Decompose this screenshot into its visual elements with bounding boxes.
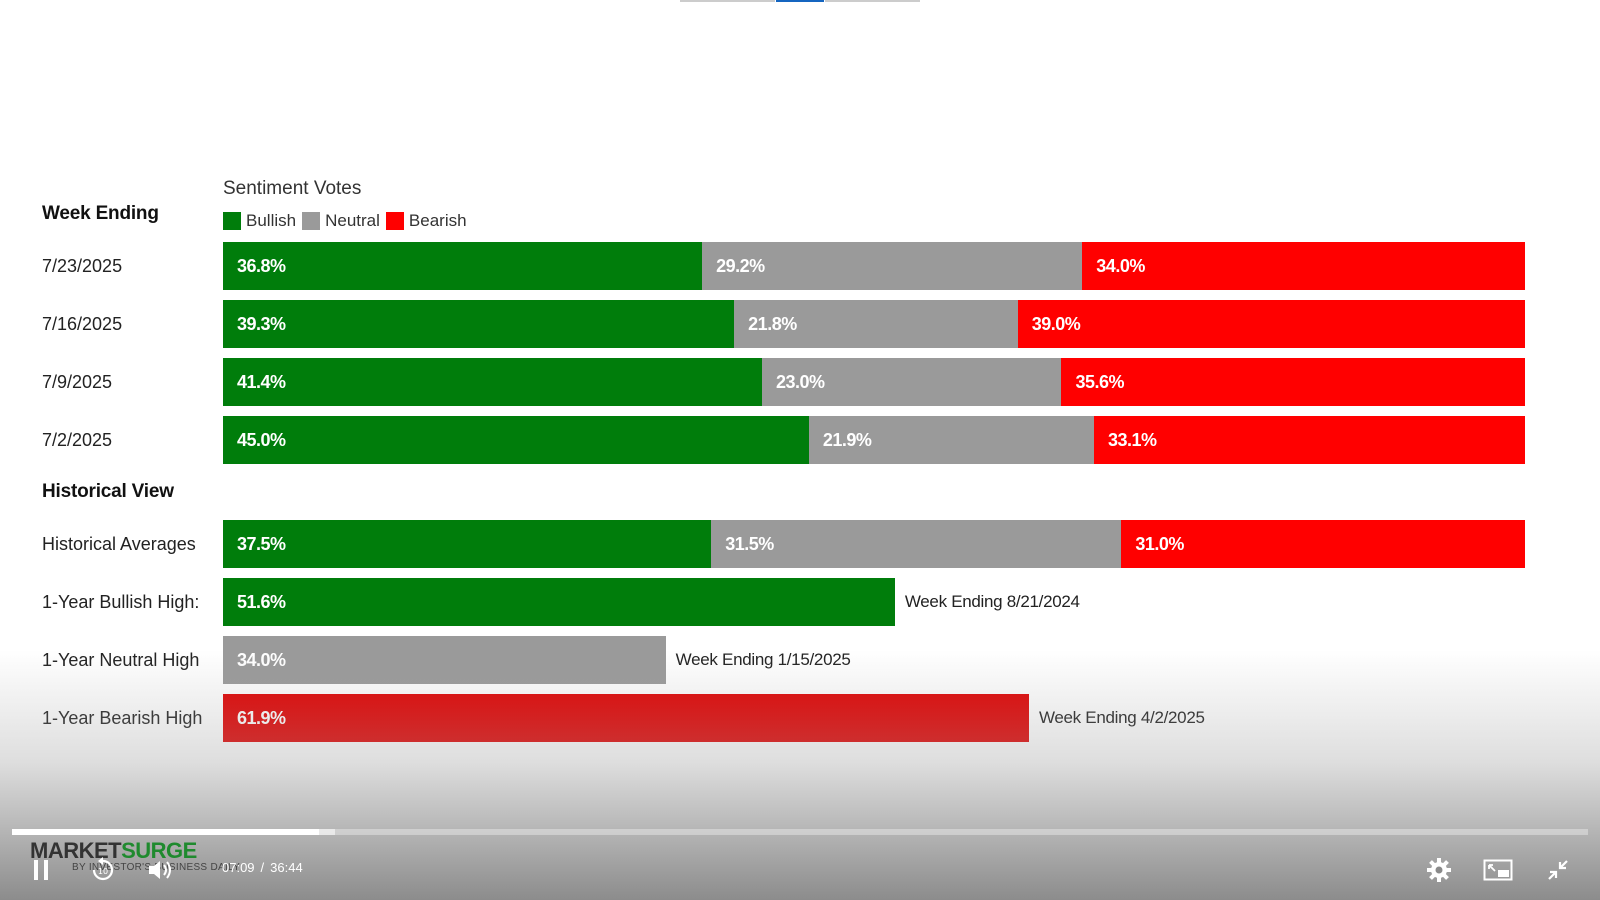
week-row-1-bullish-segment: 36.8% — [223, 242, 703, 290]
week-row-1-neutral-segment: 29.2% — [702, 242, 1083, 290]
legend-label-bullish: Bullish — [246, 211, 297, 230]
historical-averages-bullish-segment: 37.5% — [223, 520, 712, 568]
legend-item-bearish: Bearish — [385, 211, 467, 231]
one-year-neutral-high-label: 1-Year Neutral High — [42, 650, 200, 670]
week-row-2-neutral-value: 21.8% — [748, 314, 797, 334]
week-row-1-bearish-segment: 34.0% — [1082, 242, 1525, 290]
week-row-3-neutral-segment: 23.0% — [762, 358, 1062, 406]
progress-bar[interactable] — [12, 829, 1588, 835]
week-row-2-bar: 39.3% 21.8% 39.0% — [223, 300, 1525, 348]
one-year-neutral-high-bar: 34.0% — [223, 636, 666, 684]
historical-averages-bullish-value: 37.5% — [237, 534, 286, 554]
week-row-3-bullish-segment: 41.4% — [223, 358, 763, 406]
progress-played — [12, 829, 320, 835]
historical-averages-bearish-segment: 31.0% — [1121, 520, 1525, 568]
picture-in-picture-icon — [1483, 859, 1513, 881]
one-year-neutral-high-value: 34.0% — [237, 650, 286, 670]
volume-icon — [149, 861, 171, 879]
week-row-3-bullish-value: 41.4% — [237, 372, 286, 392]
week-row-2-bullish-value: 39.3% — [237, 314, 286, 334]
week-row-2-neutral-segment: 21.8% — [734, 300, 1018, 348]
legend-label-neutral: Neutral — [325, 211, 380, 230]
marketsurge-logo: MARKETSURGE BY INVESTOR'S BUSINESS DAILY — [30, 838, 240, 873]
week-row-4-bearish-value: 33.1% — [1108, 430, 1157, 450]
week-row-4-bar: 45.0% 21.9% 33.1% — [223, 416, 1525, 464]
historical-averages-label: Historical Averages — [42, 534, 196, 554]
week-row-2-bearish-segment: 39.0% — [1017, 300, 1525, 348]
week-ending-heading: Week Ending — [42, 203, 159, 224]
picture-in-picture-button[interactable] — [1482, 856, 1514, 884]
settings-button[interactable] — [1424, 855, 1454, 885]
one-year-bullish-high-label: 1-Year Bullish High: — [42, 592, 200, 612]
week-row-2-bullish-segment: 39.3% — [223, 300, 735, 348]
week-row-1-bar: 36.8% 29.2% 34.0% — [223, 242, 1525, 290]
week-row-4-neutral-segment: 21.9% — [808, 416, 1095, 464]
week-row-3-bearish-segment: 35.6% — [1061, 358, 1525, 406]
time-separator: / — [260, 860, 265, 875]
week-row-2-bearish-value: 39.0% — [1031, 314, 1081, 334]
tab-indicator-right[interactable] — [825, 0, 920, 2]
tab-indicator-left[interactable] — [680, 0, 775, 2]
legend-item-bullish: Bullish — [223, 211, 296, 231]
one-year-bullish-high-value: 51.6% — [237, 592, 286, 612]
historical-averages-bearish-value: 31.0% — [1135, 534, 1184, 554]
historical-averages-bar: 37.5% 31.5% 31.0% — [223, 520, 1525, 568]
legend-swatch-neutral — [302, 212, 321, 230]
week-row-2-label: 7/16/2025 — [42, 314, 123, 334]
exit-fullscreen-button[interactable] — [1544, 856, 1572, 884]
one-year-bearish-high-value: 61.9% — [237, 708, 286, 728]
exit-fullscreen-icon — [1548, 860, 1568, 880]
week-row-4-bullish-segment: 45.0% — [223, 416, 809, 464]
week-row-3-label: 7/9/2025 — [42, 372, 113, 392]
duration: 36:44 — [270, 860, 303, 875]
one-year-bearish-high-date-note: Week Ending 4/2/2025 — [1038, 708, 1205, 727]
legend-swatch-bearish — [385, 212, 404, 230]
volume-button[interactable] — [146, 856, 176, 884]
legend-item-neutral: Neutral — [302, 211, 380, 231]
svg-text:10: 10 — [98, 867, 108, 876]
historical-averages-neutral-segment: 31.5% — [711, 520, 1122, 568]
week-row-1-bullish-value: 36.8% — [237, 256, 286, 276]
one-year-bearish-high-bar: 61.9% — [223, 694, 1029, 742]
historical-view-heading: Historical View — [42, 481, 174, 502]
legend-swatch-bullish — [223, 212, 241, 230]
logo-text-surge: SURGE — [121, 838, 197, 863]
chart-legend: Bullish Neutral Bearish — [223, 211, 473, 231]
pause-button[interactable] — [28, 857, 54, 883]
legend-label-bearish: Bearish — [408, 211, 467, 230]
time-display: 07:09 / 36:44 — [222, 860, 303, 875]
tab-indicator-active[interactable] — [776, 0, 824, 2]
current-time: 07:09 — [222, 860, 255, 875]
one-year-neutral-high-date-note: Week Ending 1/15/2025 — [675, 650, 851, 669]
gear-icon — [1427, 858, 1451, 882]
week-row-1-neutral-value: 29.2% — [716, 256, 765, 276]
chart-title: Sentiment Votes — [223, 178, 362, 199]
week-row-4-bullish-value: 45.0% — [237, 430, 286, 450]
week-row-4-neutral-value: 21.9% — [822, 430, 872, 450]
pause-icon — [34, 860, 48, 880]
week-row-1-label: 7/23/2025 — [42, 256, 123, 276]
rewind-10-button[interactable]: 10 — [88, 855, 118, 885]
one-year-bearish-high-label: 1-Year Bearish High — [42, 708, 203, 728]
one-year-bullish-high-bar: 51.6% — [223, 578, 895, 626]
week-row-1-bearish-value: 34.0% — [1096, 256, 1145, 276]
historical-averages-neutral-value: 31.5% — [725, 534, 774, 554]
week-row-3-neutral-value: 23.0% — [776, 372, 825, 392]
week-row-3-bearish-value: 35.6% — [1075, 372, 1125, 392]
week-row-4-bearish-segment: 33.1% — [1094, 416, 1525, 464]
top-tab-strip — [680, 0, 920, 2]
week-row-3-bar: 41.4% 23.0% 35.6% — [223, 358, 1525, 406]
logo-text-market: MARKET — [30, 838, 122, 863]
week-row-4-label: 7/2/2025 — [42, 430, 113, 450]
one-year-bullish-high-date-note: Week Ending 8/21/2024 — [904, 592, 1080, 611]
rewind-10-icon: 10 — [92, 857, 114, 881]
